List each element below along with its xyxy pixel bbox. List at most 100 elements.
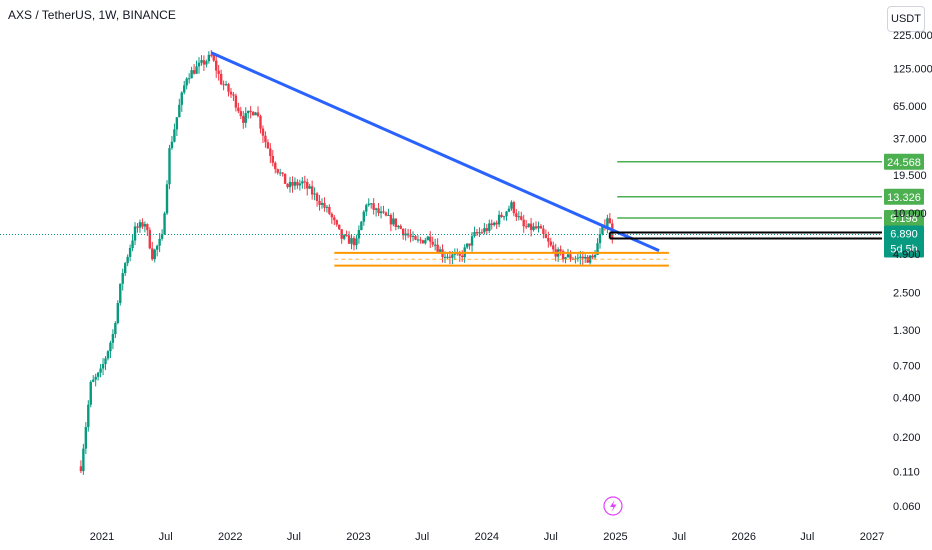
y-tick-label: 125.000	[893, 64, 932, 76]
candle-body	[158, 238, 161, 246]
candle-body	[355, 238, 358, 246]
candle-body	[195, 66, 198, 74]
candle-body	[301, 181, 304, 184]
candle-body	[539, 226, 543, 229]
candle-body	[320, 202, 324, 205]
y-tick-label: 65.000	[893, 101, 927, 113]
candle-body	[345, 235, 348, 237]
candle-body	[502, 216, 506, 218]
candle-body	[520, 216, 523, 220]
candle-body	[313, 193, 316, 195]
current-price-tag	[884, 225, 924, 258]
candle-body	[414, 236, 417, 240]
candle-body	[264, 135, 267, 143]
candle-body	[143, 224, 147, 227]
candle-body	[608, 218, 612, 224]
candle-body	[224, 84, 228, 86]
candle-body	[111, 334, 115, 343]
target-tag-2	[884, 188, 924, 205]
candle-body	[367, 203, 370, 206]
candle-body	[419, 239, 422, 241]
lightning-icon[interactable]	[603, 496, 623, 516]
candle-body	[584, 256, 587, 259]
candle-body	[478, 232, 481, 234]
x-tick-label: 2023	[346, 531, 370, 543]
candle-body	[397, 225, 400, 227]
candle-body	[101, 364, 105, 369]
candle-body	[205, 61, 208, 65]
candle-body	[566, 254, 570, 258]
candle-body	[229, 91, 233, 95]
y-tick-label: 0.110	[893, 466, 920, 478]
candle-body	[409, 235, 412, 237]
candle-body	[532, 226, 535, 230]
candle-body	[561, 251, 565, 260]
candle-body	[500, 214, 503, 217]
candle-body	[165, 184, 169, 214]
candle-body	[128, 248, 132, 257]
candle-body	[274, 162, 277, 170]
candle-body	[244, 113, 247, 123]
candle-body	[96, 372, 100, 377]
candle-body	[333, 217, 336, 221]
candle-body	[534, 226, 538, 229]
candle-body	[283, 173, 287, 184]
candle-body	[192, 70, 196, 74]
candle-body	[512, 202, 516, 214]
candle-body	[352, 238, 356, 246]
candle-body	[190, 70, 193, 79]
candle-body	[579, 256, 582, 258]
candle-body	[446, 256, 449, 258]
candle-body	[325, 206, 329, 208]
candle-body	[89, 381, 92, 405]
candle-body	[453, 253, 457, 255]
candle-body	[303, 181, 306, 183]
candle-body	[596, 243, 599, 255]
candle-body	[470, 236, 474, 246]
candle-body	[433, 244, 437, 246]
candle-body	[133, 226, 137, 241]
time-axis: 2021 Jul 2022 Jul 2023 Jul 2024 Jul 2025 Jul 2026 J…	[90, 531, 884, 543]
candle-body	[338, 224, 341, 230]
candle-body	[347, 235, 351, 244]
candle-body	[394, 218, 398, 227]
candle-body	[293, 181, 297, 186]
candle-body	[121, 273, 124, 284]
y-tick-label: 0.400	[893, 392, 921, 404]
candle-body	[328, 206, 331, 214]
candle-body	[256, 112, 260, 116]
candle-body	[480, 232, 484, 234]
candle-body	[160, 234, 164, 239]
candle-body	[146, 224, 149, 231]
currency-unit-button[interactable]: USDT	[887, 6, 925, 32]
candle-body	[537, 226, 540, 229]
candle-body	[335, 220, 338, 225]
candle-body	[131, 240, 134, 249]
candle-body	[493, 222, 496, 226]
candle-body	[448, 256, 452, 258]
countdown-label: 5d 5h	[890, 244, 918, 256]
x-tick-label: Jul	[287, 531, 301, 543]
candle-body	[527, 223, 530, 227]
candle-body	[429, 236, 432, 242]
candle-body	[591, 255, 594, 258]
candle-body	[249, 110, 252, 112]
x-tick-label: 2027	[860, 531, 884, 543]
candle-body	[357, 230, 361, 239]
candle-body	[374, 208, 378, 210]
x-tick-label: 2022	[218, 531, 242, 543]
candle-body	[254, 112, 257, 116]
candle-body	[271, 156, 274, 163]
x-tick-label: Jul	[544, 531, 558, 543]
candle-body	[82, 448, 85, 472]
candle-body	[104, 358, 107, 365]
candle-body	[119, 283, 122, 304]
candle-body	[438, 249, 442, 252]
candle-body	[276, 169, 279, 173]
candle-body	[549, 241, 552, 246]
candle-body	[392, 218, 395, 225]
candle-body	[601, 225, 604, 235]
candle-body	[173, 129, 176, 142]
candle-body	[210, 54, 213, 56]
